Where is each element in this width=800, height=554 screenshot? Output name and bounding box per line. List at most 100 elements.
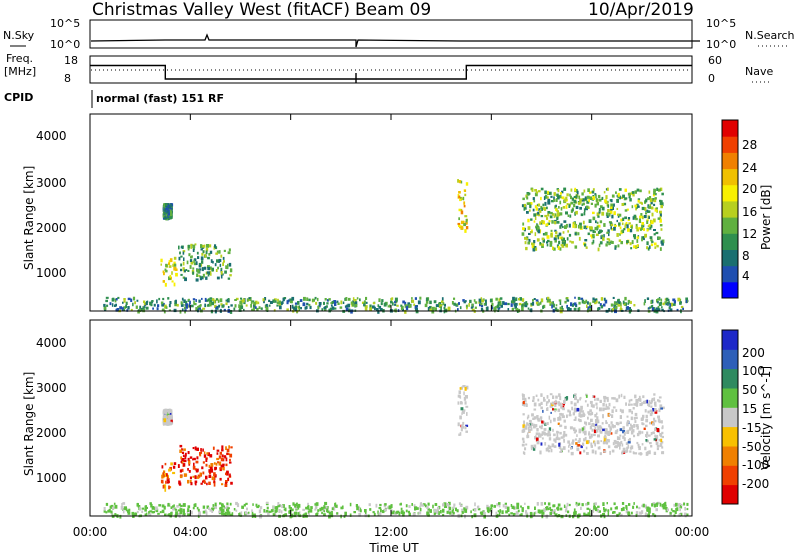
velocity-cell	[557, 417, 560, 421]
power-cell	[185, 303, 189, 307]
velocity-cell	[650, 432, 653, 436]
power-cell	[647, 210, 651, 213]
velocity-cell	[599, 452, 602, 456]
velocity-cell	[673, 503, 676, 507]
velocity-cell	[411, 503, 413, 506]
velocity-cell	[649, 409, 653, 413]
power-cell	[581, 203, 584, 206]
power-cell	[160, 301, 164, 305]
velocity-cell	[516, 505, 520, 510]
velocity-cell	[498, 512, 501, 516]
power-cell	[196, 251, 199, 255]
velocity-cell	[639, 511, 642, 515]
power-cell	[562, 226, 564, 229]
power-cell	[225, 299, 228, 302]
power-cell	[539, 302, 542, 305]
velocity-cell	[230, 446, 233, 449]
velocity-cell	[540, 401, 543, 405]
velocity-cell	[614, 507, 617, 510]
power-cell	[656, 187, 659, 191]
power-cell	[253, 301, 256, 305]
nsearch-label: N.Search	[745, 29, 795, 42]
power-cell	[191, 255, 193, 258]
power-cell	[635, 223, 638, 228]
velocity-colorbar: 200 100 50 15 -15 -50 -100 -200 Velocity…	[721, 329, 773, 505]
power-cell	[541, 244, 544, 248]
velocity-cell	[540, 393, 543, 397]
power-cell	[641, 238, 643, 242]
velocity-cell	[149, 502, 152, 505]
power-cell	[125, 304, 127, 309]
power-cell	[303, 296, 306, 301]
power-cell	[462, 196, 465, 201]
power-cbar-tick-6: 4	[742, 269, 750, 283]
velocity-cbar-tick-4: -15	[742, 421, 762, 435]
power-cell	[556, 217, 559, 221]
power-cell	[624, 225, 626, 229]
velocity-cell	[380, 508, 382, 513]
velocity-cell	[608, 424, 611, 428]
velocity-cell	[549, 405, 552, 408]
power-cell	[641, 202, 643, 205]
velocity-cell	[277, 502, 280, 506]
power-cell	[685, 297, 688, 301]
velocity-cell	[336, 512, 339, 515]
power-cell	[642, 228, 645, 231]
velocity-cell	[164, 411, 166, 414]
velocity-cell	[596, 416, 599, 420]
velocity-cell	[669, 511, 672, 515]
power-cell	[544, 201, 547, 206]
power-cell	[528, 238, 531, 243]
power-cell	[535, 191, 539, 194]
power-cell	[298, 305, 301, 309]
nave-right-tick-bottom: 0	[708, 72, 715, 85]
power-cell	[298, 308, 300, 312]
velocity-cell	[574, 396, 577, 400]
power-cell	[586, 205, 589, 209]
velocity-cell	[452, 506, 455, 509]
velocity-cell	[569, 426, 573, 430]
power-cell	[537, 229, 541, 234]
velocity-cell	[463, 385, 466, 388]
power-cell	[574, 211, 576, 216]
velocity-cell	[563, 431, 566, 435]
power-cell	[291, 299, 293, 304]
velocity-cell	[175, 511, 178, 516]
power-cell	[433, 300, 437, 304]
velocity-cell	[122, 502, 126, 505]
power-cell	[227, 277, 231, 280]
power-cell	[584, 196, 587, 200]
velocity-cell	[546, 433, 549, 437]
power-cell	[268, 304, 271, 307]
velocity-cell	[547, 507, 550, 511]
power-cell	[553, 237, 557, 241]
velocity-cell	[670, 508, 673, 511]
velocity-cell	[533, 402, 537, 407]
power-cell	[540, 187, 544, 191]
velocity-cell	[606, 438, 609, 442]
velocity-cell	[103, 507, 106, 511]
power-cell	[617, 213, 620, 216]
power-cell	[170, 210, 172, 215]
power-cell	[464, 193, 467, 197]
power-cell	[171, 271, 173, 275]
velocity-cell	[633, 423, 636, 428]
power-cell	[274, 300, 277, 303]
power-cell	[670, 302, 673, 307]
velocity-cell	[427, 507, 430, 512]
velocity-cell	[573, 508, 576, 512]
velocity-cell	[378, 507, 382, 510]
power-cell	[493, 307, 496, 312]
power-cell	[657, 298, 660, 301]
power-cell	[377, 309, 380, 314]
power-cell	[198, 307, 201, 310]
power-cell	[458, 217, 460, 221]
velocity-cell	[229, 473, 231, 478]
velocity-cell	[595, 423, 597, 426]
velocity-cell	[516, 502, 520, 506]
velocity-cell	[170, 511, 173, 516]
velocity-cell	[675, 502, 678, 507]
power-cell	[175, 299, 177, 304]
velocity-cell	[579, 414, 582, 418]
power-cell	[567, 230, 569, 233]
